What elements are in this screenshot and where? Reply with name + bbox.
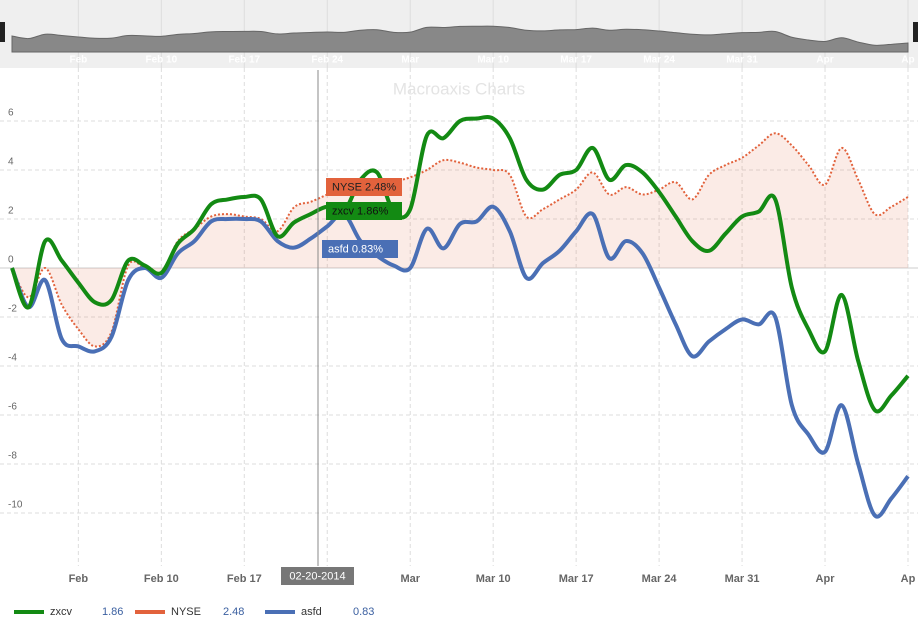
legend-item[interactable]: NYSE 2.48 bbox=[135, 606, 244, 618]
legend-item[interactable]: zxcv 1.86 bbox=[14, 606, 123, 618]
navigator-label: Feb 24 bbox=[311, 55, 343, 66]
navigator-handle-left[interactable] bbox=[0, 22, 5, 42]
x-tick-label: Mar 24 bbox=[642, 573, 678, 585]
x-tick-label: Mar 10 bbox=[476, 573, 511, 585]
x-tick-label: Feb 17 bbox=[227, 573, 262, 585]
legend-item[interactable]: asfd 0.83 bbox=[265, 606, 374, 618]
x-tick-label: Ap bbox=[901, 573, 916, 585]
date-flag-text: 02-20-2014 bbox=[289, 570, 345, 582]
tooltip: NYSE 2.48% bbox=[326, 178, 402, 196]
y-tick-label: -2 bbox=[8, 304, 17, 315]
tooltips: zxcv 1.86% NYSE 2.48% asfd 0.83% bbox=[322, 178, 402, 258]
navigator-label: Ap bbox=[901, 55, 914, 66]
navigator-label: Mar 24 bbox=[643, 55, 675, 66]
navigator-label: Feb 17 bbox=[228, 55, 260, 66]
y-tick-label: 4 bbox=[8, 157, 14, 168]
legend-value: 2.48 bbox=[223, 606, 244, 618]
legend-value: 0.83 bbox=[353, 606, 374, 618]
legend-name: NYSE bbox=[171, 606, 201, 618]
x-tick-label: Feb 10 bbox=[144, 573, 179, 585]
series-area bbox=[12, 133, 908, 347]
x-tick-label: Feb bbox=[69, 573, 89, 585]
y-tick-label: -4 bbox=[8, 353, 17, 364]
date-flag-box bbox=[281, 567, 354, 585]
tooltip-box bbox=[322, 240, 398, 258]
date-flag: 02-20-2014 bbox=[281, 567, 354, 585]
tooltip-text: asfd 0.83% bbox=[328, 243, 383, 255]
legend-name: asfd bbox=[301, 606, 322, 618]
navigator: Feb Feb 10 Feb 17 Feb 24 Mar Mar 10 Mar 17 Mar … bbox=[11, 0, 915, 68]
series-line bbox=[11, 132, 909, 348]
chart-title: Macroaxis Charts bbox=[393, 79, 525, 98]
navigator-label: Mar bbox=[401, 55, 419, 66]
series-line bbox=[10, 115, 910, 414]
tooltip-box bbox=[326, 202, 402, 220]
series-line bbox=[10, 204, 910, 519]
y-tick-label: -6 bbox=[8, 402, 17, 413]
legend: zxcv 1.86 NYSE 2.48 asfd 0.83 bbox=[14, 606, 374, 618]
y-tick-label: -8 bbox=[8, 451, 17, 462]
navigator-label: Mar 17 bbox=[560, 55, 592, 66]
navigator-label: Feb bbox=[69, 55, 87, 66]
x-tick-label: Mar 17 bbox=[559, 573, 594, 585]
tooltip-box bbox=[326, 178, 402, 196]
y-tick-label: 2 bbox=[8, 206, 14, 217]
y-tick-label: -10 bbox=[8, 500, 23, 511]
y-tick-label: 0 bbox=[8, 255, 14, 266]
legend-name: zxcv bbox=[50, 606, 73, 618]
navigator-label: Feb 10 bbox=[145, 55, 177, 66]
tooltip-text: NYSE 2.48% bbox=[332, 181, 396, 193]
plot bbox=[10, 115, 910, 519]
navigator-handle-right[interactable] bbox=[913, 22, 918, 42]
navigator-label: Mar 31 bbox=[726, 55, 758, 66]
x-tick-label: Apr bbox=[816, 573, 836, 585]
navigator-label: Apr bbox=[816, 55, 833, 66]
y-tick-label: 6 bbox=[8, 108, 14, 119]
x-tick-label: Mar 31 bbox=[725, 573, 760, 585]
tooltip-text: zxcv 1.86% bbox=[332, 205, 388, 217]
legend-value: 1.86 bbox=[102, 606, 123, 618]
tooltip: zxcv 1.86% bbox=[326, 202, 402, 220]
navigator-area bbox=[11, 25, 909, 53]
x-tick-label: Mar bbox=[400, 573, 420, 585]
tooltip: asfd 0.83% bbox=[322, 240, 398, 258]
navigator-label: Mar 10 bbox=[477, 55, 509, 66]
